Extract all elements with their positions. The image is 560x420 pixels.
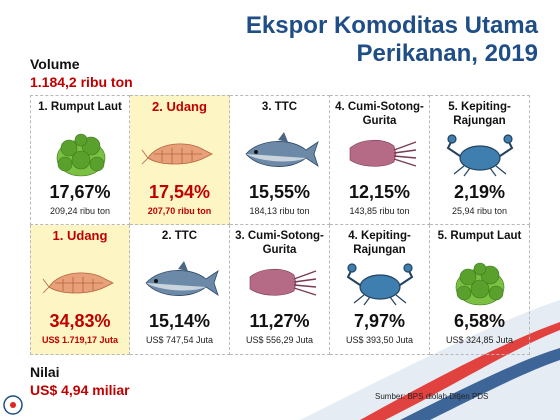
value-cell-1: 1. Udang 34,83% US$ 1.719,17 Juta bbox=[30, 225, 130, 355]
cell-name: 5. Rumput Laut bbox=[437, 230, 522, 242]
cell-percentage: 17,54% bbox=[148, 182, 211, 202]
value-cell-3: 3. Cumi-Sotong-Gurita 11,27% US$ 556,29 … bbox=[230, 225, 330, 355]
title-line-2: Perikanan, 2019 bbox=[356, 40, 538, 67]
volume-label: Volume bbox=[30, 56, 80, 72]
volume-cell-3: 3. TTC 15,55% 184,13 ribu ton bbox=[230, 95, 330, 225]
volume-cell-2: 2. Udang 17,54% 207,70 ribu ton bbox=[130, 95, 230, 225]
cell-name: 2. TTC bbox=[161, 230, 198, 242]
tuna-icon bbox=[240, 128, 320, 180]
volume-cell-5: 5. Kepiting-Rajungan 2,19% 25,94 ribu to… bbox=[430, 95, 530, 225]
commodity-grid: 1. Rumput Laut 17,67% 209,24 ribu ton 2.… bbox=[30, 95, 530, 355]
cell-name: 4. Cumi-Sotong-Gurita bbox=[335, 101, 424, 127]
seaweed-icon bbox=[41, 128, 121, 180]
volume-total: 1.184,2 ribu ton bbox=[30, 74, 133, 90]
value-cell-4: 4. Kepiting-Rajungan 7,97% US$ 393,50 Ju… bbox=[330, 225, 430, 355]
squid-icon bbox=[240, 257, 320, 309]
cell-name: 1. Udang bbox=[52, 228, 108, 243]
cell-detail: US$ 393,50 Juta bbox=[345, 335, 414, 345]
crab-icon bbox=[440, 128, 520, 180]
title-line-1: Ekspor Komoditas Utama bbox=[245, 12, 538, 39]
source-note: Sumber: BPS diolah Ditjen PDS bbox=[375, 392, 489, 401]
cell-detail: 184,13 ribu ton bbox=[249, 206, 310, 216]
volume-cell-1: 1. Rumput Laut 17,67% 209,24 ribu ton bbox=[30, 95, 130, 225]
cell-name: 2. Udang bbox=[152, 99, 207, 114]
cell-name: 4. Kepiting-Rajungan bbox=[348, 230, 411, 256]
cell-detail: US$ 1.719,17 Juta bbox=[41, 335, 119, 345]
cell-percentage: 2,19% bbox=[453, 182, 506, 202]
cell-percentage: 12,15% bbox=[348, 182, 411, 202]
cell-name: 3. TTC bbox=[261, 101, 298, 113]
cell-percentage: 15,14% bbox=[148, 311, 211, 331]
nilai-label: Nilai bbox=[30, 364, 60, 380]
shrimp-icon bbox=[140, 128, 220, 180]
page-title: Ekspor Komoditas Utama Perikanan, 2019 bbox=[246, 12, 538, 68]
volume-cell-4: 4. Cumi-Sotong-Gurita 12,15% 143,85 ribu… bbox=[330, 95, 430, 225]
cell-detail: 143,85 ribu ton bbox=[349, 206, 410, 216]
cell-detail: 25,94 ribu ton bbox=[451, 206, 508, 216]
nilai-total: US$ 4,94 miliar bbox=[30, 382, 130, 398]
cell-percentage: 34,83% bbox=[49, 311, 111, 331]
cell-detail: 207,70 ribu ton bbox=[147, 206, 212, 216]
cell-detail: US$ 324,85 Juta bbox=[445, 335, 514, 345]
cell-name: 3. Cumi-Sotong-Gurita bbox=[235, 230, 324, 256]
cell-detail: US$ 556,29 Juta bbox=[245, 335, 314, 345]
cell-percentage: 6,58% bbox=[453, 311, 506, 331]
cell-percentage: 11,27% bbox=[249, 311, 310, 331]
cell-percentage: 15,55% bbox=[248, 182, 311, 202]
logo-icon bbox=[3, 395, 23, 415]
shrimp-icon bbox=[41, 257, 121, 309]
cell-name: 1. Rumput Laut bbox=[38, 101, 122, 113]
cell-detail: 209,24 ribu ton bbox=[49, 206, 111, 216]
tuna-icon bbox=[140, 257, 220, 309]
cell-percentage: 7,97% bbox=[353, 311, 406, 331]
value-cell-5: 5. Rumput Laut 6,58% US$ 324,85 Juta bbox=[430, 225, 530, 355]
cell-percentage: 17,67% bbox=[49, 182, 111, 202]
squid-icon bbox=[340, 128, 420, 180]
seaweed-icon bbox=[440, 257, 520, 309]
cell-name: 5. Kepiting-Rajungan bbox=[448, 101, 511, 127]
value-cell-2: 2. TTC 15,14% US$ 747,54 Juta bbox=[130, 225, 230, 355]
crab-icon bbox=[340, 257, 420, 309]
cell-detail: US$ 747,54 Juta bbox=[145, 335, 214, 345]
